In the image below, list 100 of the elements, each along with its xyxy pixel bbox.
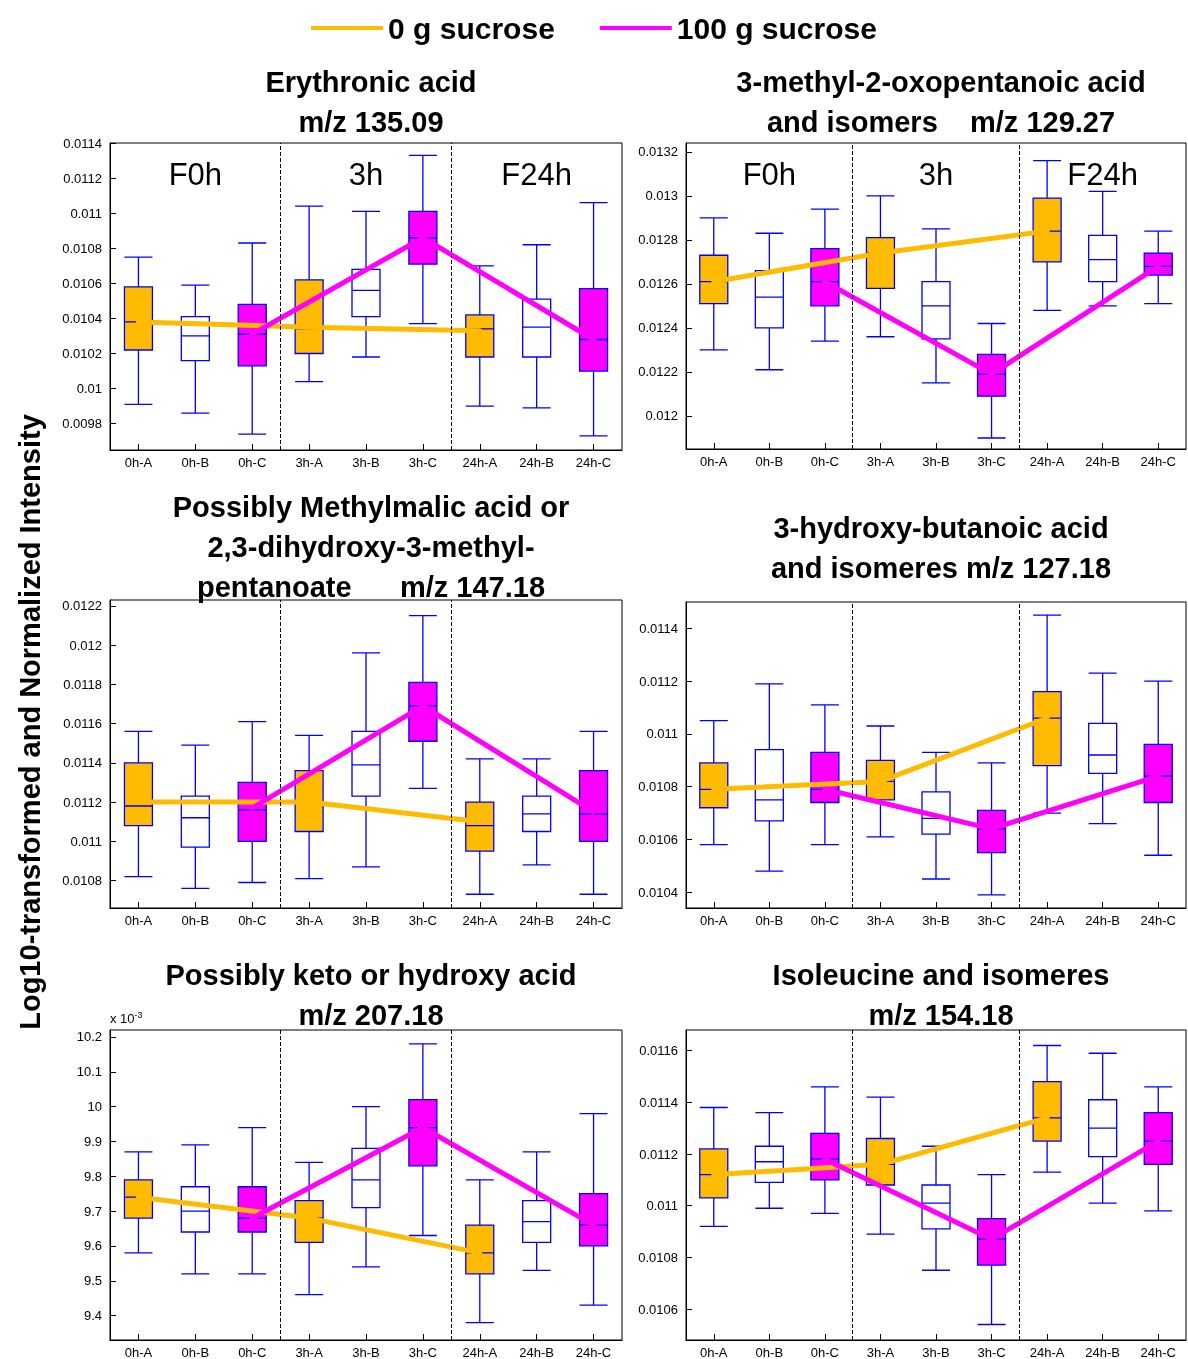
y-tick-label: 0.0108 — [638, 1249, 678, 1265]
chart-title: Possibly Methylmalic acid or 2,3-dihydroxy-3-methyl- pentanoate m/z 147.18 — [172, 491, 570, 603]
x-tick-label: 24h-B — [1085, 454, 1121, 469]
x-tick-label: 3h-C — [408, 1345, 437, 1359]
y-tick-label: 10 — [87, 1099, 102, 1115]
x-tick-label: 24h-A — [1029, 913, 1065, 928]
y-tick-label: 0.0116 — [639, 1043, 678, 1059]
x-tick-label: 3h-B — [352, 1345, 380, 1359]
y-tick-label: 0.0108 — [62, 240, 102, 256]
y-tick-label: 0.0114 — [639, 620, 678, 636]
annotation: 3h — [348, 156, 384, 192]
x-tick-label: 0h-B — [181, 1345, 210, 1359]
x-tick-label: 0h-A — [124, 455, 153, 470]
x-tick-label: 3h-B — [352, 455, 380, 470]
x-tick-label: 3h-B — [352, 913, 380, 928]
x-tick-label: 24h-A — [462, 1345, 498, 1359]
annotation: F24h — [501, 156, 572, 192]
y-tick-label: 0.0106 — [638, 1301, 678, 1317]
x-tick-label: 0h-C — [238, 1345, 267, 1359]
x-tick-label: 3h-B — [922, 454, 950, 469]
y-tick-label: 0.0102 — [62, 346, 102, 362]
x-tick-label: 0h-A — [700, 913, 728, 928]
y-tick-label: 0.0114 — [63, 135, 102, 151]
y-tick-label: 0.012 — [645, 408, 678, 424]
x-tick-label: 0h-A — [124, 1345, 153, 1359]
x-tick-label: 3h-C — [977, 913, 1006, 928]
annotation: F0h — [168, 156, 223, 192]
x-tick-label: 0h-A — [700, 1345, 728, 1359]
x-tick-label: 3h-A — [295, 455, 324, 470]
annotation: F24h — [1067, 156, 1138, 192]
chart-title: Isoleucine and isomeres m/z 154.18 — [772, 959, 1110, 1031]
x-tick-label: 24h-C — [1140, 1345, 1176, 1359]
y-tick-label: 0.0116 — [63, 716, 102, 732]
y-tick-label: 0.0114 — [63, 755, 102, 771]
y-tick-label: 0.0112 — [63, 170, 102, 186]
x-tick-label: 24h-C — [1140, 454, 1176, 469]
x-tick-label: 24h-B — [519, 1345, 555, 1359]
y-tick-label: 10.1 — [76, 1064, 102, 1080]
y-tick-label: 0.011 — [646, 1198, 678, 1214]
y-tick-label: 0.0098 — [62, 416, 102, 432]
x-tick-label: 3h-A — [295, 1345, 324, 1359]
chart-title: 3-hydroxy-butanoic acid and isomeres m/z 127.18 — [770, 512, 1112, 584]
annotation: 3h — [918, 156, 954, 192]
y-tick-label: 0.0108 — [62, 873, 102, 889]
x-tick-label: 0h-C — [810, 1345, 839, 1359]
x-tick-label: 0h-A — [700, 454, 728, 469]
y-tick-label: 0.0126 — [638, 276, 678, 292]
x-tick-label: 3h-C — [977, 454, 1006, 469]
y-tick-label: 0.0106 — [638, 831, 678, 847]
chart-title: Possibly keto or hydroxy acid m/z 207.18 — [165, 959, 577, 1031]
y-tick-label: 0.01 — [76, 381, 102, 397]
x-tick-label: 0h-B — [181, 455, 210, 470]
text: x 10$^{-3}$ — [110, 1010, 143, 1027]
y-tick-label: 0.013 — [645, 188, 678, 204]
x-tick-label: 24h-B — [519, 913, 555, 928]
chart-title: 3-methyl-2-oxopentanoic acid and isomers m/z 129.27 — [736, 66, 1146, 138]
y-tick-label: 0.0106 — [62, 275, 102, 291]
y-tick-label: 0.0122 — [638, 364, 678, 380]
x-tick-label: 24h-C — [575, 913, 612, 928]
y-tick-label: 9.4 — [83, 1308, 102, 1324]
y-tick-label: 0.012 — [69, 637, 102, 653]
y-tick-label: 0.0104 — [638, 884, 678, 900]
x-tick-label: 24h-A — [1029, 1345, 1065, 1359]
x-tick-label: 0h-B — [755, 913, 784, 928]
x-tick-label: 3h-A — [866, 454, 895, 469]
x-tick-label: 3h-C — [408, 455, 437, 470]
x-tick-label: 0h-C — [238, 455, 267, 470]
x-tick-label: 24h-B — [1085, 1345, 1121, 1359]
x-tick-label: 0h-A — [124, 913, 153, 928]
x-tick-label: 3h-C — [408, 913, 437, 928]
x-tick-label: 0h-B — [755, 454, 784, 469]
x-tick-label: 3h-B — [922, 1345, 950, 1359]
x-tick-label: 3h-B — [922, 913, 950, 928]
y-tick-label: 0.0128 — [638, 232, 678, 248]
x-tick-label: 3h-A — [866, 913, 895, 928]
y-tick-label: 0.0122 — [62, 598, 102, 614]
y-tick-label: 0.0132 — [638, 144, 678, 160]
y-tick-label: 9.6 — [83, 1238, 102, 1254]
x-tick-label: 3h-C — [977, 1345, 1006, 1359]
x-tick-label: 0h-C — [810, 913, 839, 928]
y-tick-label: 0.0112 — [63, 794, 102, 810]
x-tick-label: 0h-C — [238, 913, 267, 928]
chart-title: Erythronic acid m/z 135.09 — [265, 66, 477, 138]
y-tick-label: 0.0104 — [62, 310, 102, 326]
y-tick-label: 10.2 — [76, 1029, 102, 1045]
x-tick-label: 24h-A — [462, 455, 498, 470]
x-tick-label: 0h-B — [755, 1345, 784, 1359]
y-tick-label: 9.9 — [83, 1133, 102, 1149]
x-tick-label: 0h-C — [810, 454, 839, 469]
y-tick-label: 0.0114 — [639, 1094, 678, 1110]
x-tick-label: 3h-A — [295, 913, 324, 928]
y-tick-label: 0.011 — [646, 726, 678, 742]
x-tick-label: 24h-C — [575, 455, 612, 470]
legend-label: 0 g sucrose — [388, 11, 555, 45]
x-tick-label: 24h-C — [1140, 913, 1176, 928]
y-tick-label: 0.0118 — [63, 676, 102, 692]
y-tick-label: 9.7 — [83, 1203, 102, 1219]
x-tick-label: 24h-C — [575, 1345, 612, 1359]
y-tick-label: 0.011 — [70, 833, 102, 849]
x-tick-label: 24h-B — [1085, 913, 1121, 928]
